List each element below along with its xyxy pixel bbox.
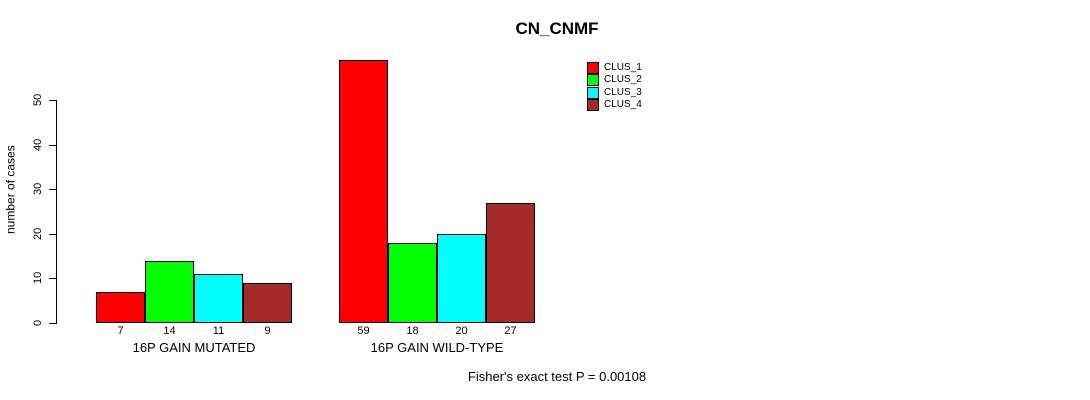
group-label: 16P GAIN WILD-TYPE: [370, 340, 504, 355]
legend-label: CLUS_4: [604, 99, 642, 111]
bar-clus_3: [194, 274, 243, 323]
y-axis-tick: [49, 189, 56, 191]
y-axis-tick-label: 10: [32, 272, 44, 285]
bar-value-label: 11: [212, 325, 225, 337]
legend: CLUS_1 CLUS_2 CLUS_3 CLUS_4: [587, 61, 642, 112]
legend-item-clus_1: CLUS_1: [587, 61, 642, 74]
bar-clus_1: [339, 60, 388, 323]
bar-value-label: 7: [117, 325, 124, 337]
bar-clus_2: [388, 243, 437, 323]
bar-value-label: 59: [357, 325, 370, 337]
fisher-test-note: Fisher's exact test P = 0.00108: [467, 369, 647, 384]
bar-clus_4: [486, 203, 535, 323]
legend-swatch: [587, 86, 599, 99]
bar-clus_1: [96, 292, 145, 323]
y-axis-tick-label: 50: [32, 93, 44, 107]
y-axis-tick-label: 40: [32, 138, 44, 151]
y-axis-tick: [49, 144, 56, 146]
legend-label: CLUS_3: [604, 86, 642, 98]
legend-item-clus_3: CLUS_3: [587, 86, 642, 99]
chart-title: CN_CNMF: [515, 19, 599, 38]
y-axis-title: number of cases: [3, 145, 18, 235]
bar-value-label: 27: [504, 325, 517, 337]
bar-clus_3: [437, 234, 486, 323]
legend-item-clus_2: CLUS_2: [587, 74, 642, 87]
y-axis-tick-label: 0: [32, 319, 44, 327]
legend-label: CLUS_2: [604, 74, 642, 86]
legend-label: CLUS_1: [604, 61, 642, 73]
bar-value-label: 14: [163, 325, 176, 337]
bar-clus_2: [145, 261, 194, 323]
bar-value-label: 18: [406, 325, 419, 337]
legend-swatch: [587, 74, 599, 87]
legend-swatch: [587, 61, 599, 74]
bar-value-label: 9: [264, 325, 271, 337]
y-axis-tick: [49, 323, 56, 324]
bar-clus_4: [243, 283, 292, 323]
y-axis-tick: [49, 100, 56, 102]
y-axis-tick-label: 30: [32, 183, 44, 196]
group-label: 16P GAIN MUTATED: [132, 340, 256, 355]
y-axis-tick-label: 20: [32, 227, 44, 240]
y-axis-tick: [49, 278, 56, 280]
y-axis-tick: [49, 233, 56, 235]
legend-swatch: [587, 99, 599, 112]
bar-value-label: 20: [455, 325, 468, 337]
y-axis-line: [56, 100, 57, 324]
legend-item-clus_4: CLUS_4: [587, 99, 642, 112]
